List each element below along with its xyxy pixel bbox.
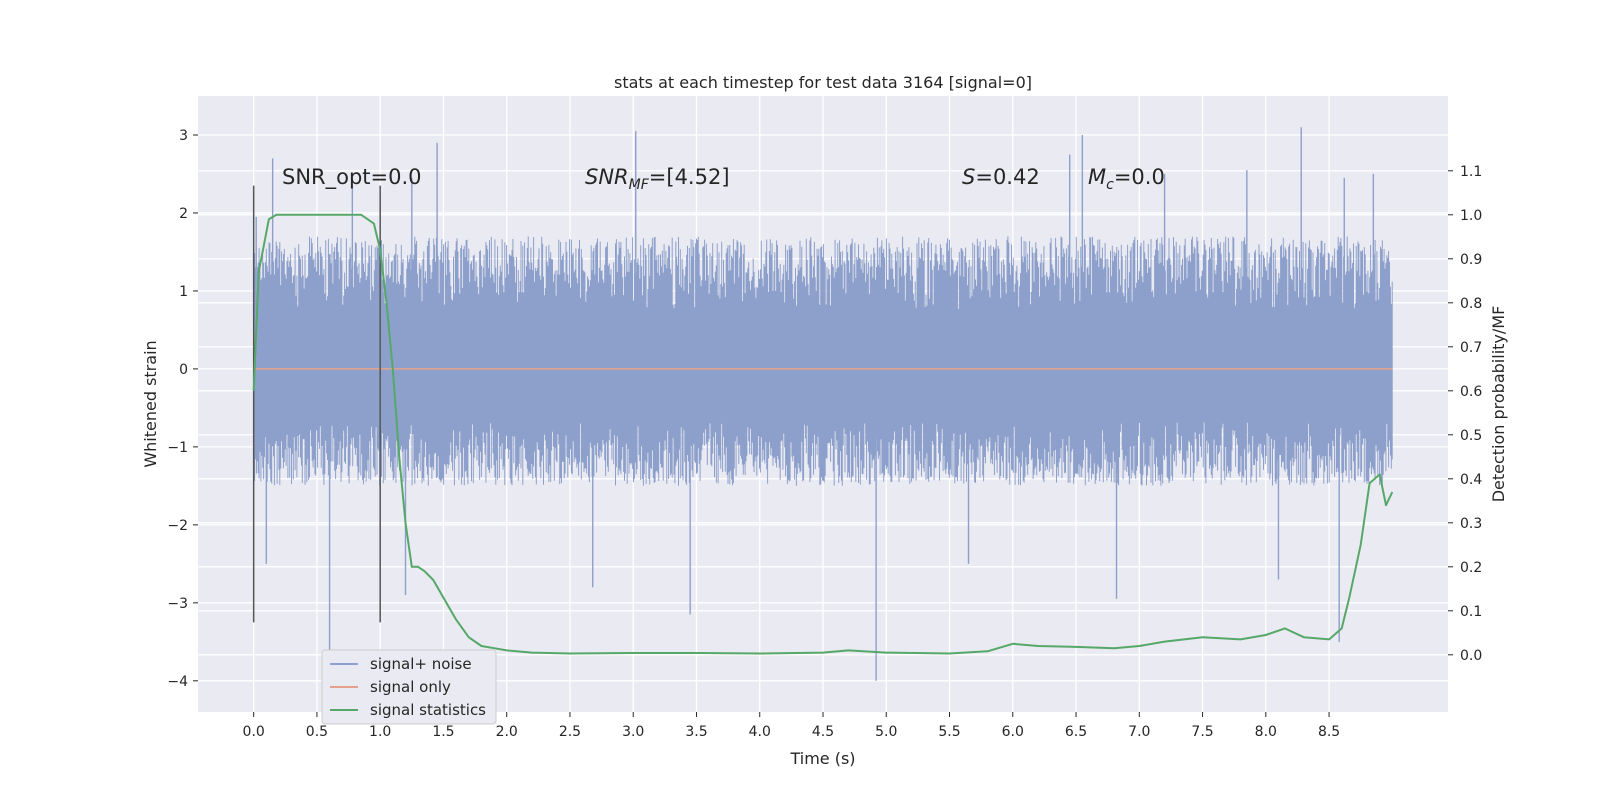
y2-tick-label-3: 0.3 <box>1460 516 1482 532</box>
legend-box <box>321 649 497 725</box>
annotation-snr-opt: SNR_opt=0.0 <box>282 165 422 190</box>
chart-title: stats at each timestep for test data 316… <box>614 73 1032 92</box>
y-tick-label-2: −2 <box>167 518 188 534</box>
x-tick-label-5: 2.5 <box>559 724 581 740</box>
x-tick-label-7: 3.5 <box>685 724 707 740</box>
annotation-mc-value: =0.0 <box>1114 165 1165 189</box>
y2-tick-label-9: 0.9 <box>1460 252 1482 268</box>
y-tick-label-5: 1 <box>179 284 188 300</box>
annotation-snr-mf: SNRMF=[4.52] <box>585 165 730 193</box>
y-axis-ticks: −4 −3 −2 −1 0 1 2 3 <box>167 128 198 690</box>
y-tick-label-6: 2 <box>179 206 188 222</box>
x-tick-label-9: 4.5 <box>812 724 834 740</box>
legend-label-signal-noise: signal+ noise <box>370 655 472 673</box>
y-tick-label-7: 3 <box>179 128 188 144</box>
annotation-snr-mf-main: SNR <box>585 165 629 189</box>
legend-label-signal-only: signal only <box>370 678 451 696</box>
x-tick-label-0: 0.0 <box>243 724 265 740</box>
annotation-s-main: S <box>962 165 975 189</box>
y2-tick-label-1: 0.1 <box>1460 604 1482 620</box>
series-signal-statistics <box>252 213 1394 655</box>
y2-tick-label-8: 0.8 <box>1460 296 1482 312</box>
annotation-mc-main: M <box>1088 165 1106 189</box>
annotation-s-value: =0.42 <box>975 165 1039 189</box>
annotation-mc: Mc=0.0 <box>1088 165 1165 193</box>
y2-tick-label-6: 0.6 <box>1460 384 1482 400</box>
annotation-snr-mf-sub: MF <box>629 177 650 193</box>
x-tick-label-1: 0.5 <box>306 724 328 740</box>
y2-tick-label-10: 1.0 <box>1460 208 1482 224</box>
x-tick-label-11: 5.5 <box>938 724 960 740</box>
annotation-mc-sub: c <box>1106 177 1114 193</box>
signal-statistics-line <box>252 213 1394 655</box>
annotation-snr-mf-value: =[4.52] <box>649 165 730 189</box>
legend: signal+ noise signal only signal statist… <box>321 649 497 725</box>
y-tick-label-3: −1 <box>167 440 188 456</box>
y2-tick-label-4: 0.4 <box>1460 472 1482 488</box>
vertical-markers <box>252 185 381 623</box>
y2-axis-ticks: 0.0 0.1 0.2 0.3 0.4 0.5 0.6 0.7 0.8 0.9 1.0 1.1 <box>1448 164 1482 664</box>
legend-label-signal-statistics: signal statistics <box>370 701 486 719</box>
x-tick-label-10: 5.0 <box>875 724 897 740</box>
y-tick-label-4: 0 <box>179 362 188 378</box>
x-tick-label-4: 2.0 <box>496 724 518 740</box>
y-tick-label-0: −4 <box>167 674 188 690</box>
y2-axis-label: Detection probability/MF <box>1489 306 1508 503</box>
y2-tick-label-11: 1.1 <box>1460 164 1482 180</box>
x-tick-label-6: 3.0 <box>622 724 644 740</box>
x-tick-label-16: 8.0 <box>1255 724 1277 740</box>
x-tick-label-2: 1.0 <box>369 724 391 740</box>
y2-tick-label-5: 0.5 <box>1460 428 1482 444</box>
x-tick-label-13: 6.5 <box>1065 724 1087 740</box>
x-tick-label-3: 1.5 <box>432 724 454 740</box>
x-axis-ticks: 0.0 0.5 1.0 1.5 2.0 2.5 3.0 3.5 4.0 4.5 5.0 5.5 6.0 6… <box>243 712 1340 740</box>
x-tick-label-15: 7.5 <box>1191 724 1213 740</box>
x-tick-label-8: 4.0 <box>749 724 771 740</box>
y-axis-label: Whitened strain <box>141 340 160 467</box>
x-tick-label-17: 8.5 <box>1318 724 1340 740</box>
y2-tick-label-0: 0.0 <box>1460 648 1482 664</box>
x-tick-label-14: 7.0 <box>1128 724 1150 740</box>
x-tick-label-12: 6.0 <box>1002 724 1024 740</box>
y-tick-label-1: −3 <box>167 596 188 612</box>
annotation-s: S=0.42 <box>962 165 1040 189</box>
x-axis-label: Time (s) <box>789 749 855 768</box>
y2-tick-label-2: 0.2 <box>1460 560 1482 576</box>
y2-tick-label-7: 0.7 <box>1460 340 1482 356</box>
